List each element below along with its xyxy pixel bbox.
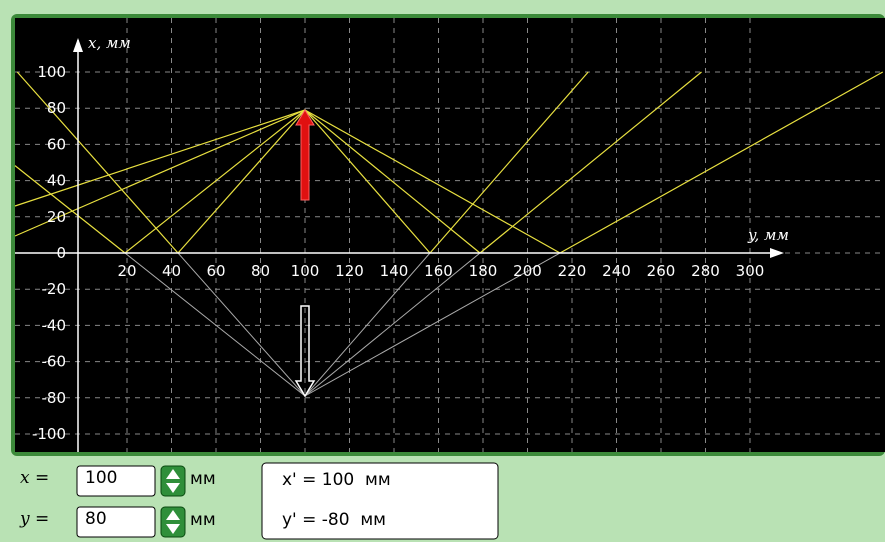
- incident-ray: [304, 109, 431, 254]
- result-y: y' = -80 мм: [282, 510, 386, 530]
- v-tick-label: -80: [42, 389, 67, 407]
- x-spinner[interactable]: [160, 465, 186, 497]
- virtual-ray: [304, 252, 561, 397]
- reflected-ray: [16, 71, 179, 254]
- virtual-ray: [124, 252, 306, 397]
- v-tick-label: -60: [42, 353, 67, 371]
- virtual-ray: [304, 252, 481, 397]
- incident-ray: [177, 109, 306, 254]
- h-tick-label: 80: [251, 262, 270, 280]
- object-arrow[interactable]: [295, 109, 315, 201]
- result-x: x' = 100 мм: [282, 470, 391, 490]
- h-tick-label: 260: [647, 262, 676, 280]
- v-tick-label: -40: [42, 316, 67, 334]
- y-unit: мм: [190, 510, 216, 530]
- virtual-ray: [177, 252, 306, 397]
- v-tick-label: 100: [37, 63, 66, 81]
- v-tick-label: 40: [47, 172, 66, 190]
- y-spinner[interactable]: [160, 506, 186, 538]
- y-label: y =: [19, 509, 49, 529]
- incident-ray: [304, 109, 561, 254]
- axis-arrow: [770, 248, 784, 258]
- h-tick-label: 60: [206, 262, 225, 280]
- y-input-value: 80: [85, 509, 107, 529]
- reflected-ray: [14, 165, 126, 254]
- spin-up: [166, 469, 180, 479]
- v-tick-label: -20: [42, 280, 67, 298]
- h-tick-label: 160: [424, 262, 453, 280]
- incident-ray: [14, 109, 306, 207]
- h-tick-label: 140: [380, 262, 409, 280]
- plot-area: [15, 18, 885, 452]
- h-tick-label: 100: [291, 262, 320, 280]
- h-tick-label: 300: [736, 262, 765, 280]
- spin-down: [166, 524, 180, 534]
- x-label: x =: [20, 468, 49, 488]
- h-tick-label: 40: [162, 262, 181, 280]
- x-input-value: 100: [85, 468, 117, 488]
- vertical-axis-label: x, мм: [88, 34, 131, 52]
- v-tick-label: 60: [47, 135, 66, 153]
- reflected-ray: [479, 71, 702, 254]
- reflected-ray: [559, 71, 884, 254]
- v-tick-label: 20: [47, 208, 66, 226]
- h-tick-label: 20: [117, 262, 136, 280]
- h-tick-label: 240: [602, 262, 631, 280]
- virtual-ray: [304, 252, 431, 397]
- x-unit: мм: [190, 469, 216, 489]
- v-tick-label: 0: [56, 244, 66, 262]
- h-tick-label: 180: [469, 262, 498, 280]
- h-tick-label: 120: [335, 262, 364, 280]
- spin-down: [166, 483, 180, 493]
- x-input[interactable]: [76, 465, 156, 497]
- spin-up: [166, 510, 180, 520]
- result-box: [261, 462, 499, 540]
- v-tick-label: -100: [32, 425, 66, 443]
- y-input[interactable]: [76, 506, 156, 538]
- reflected-ray: [429, 71, 589, 254]
- v-tick-label: 80: [47, 99, 66, 117]
- incident-ray: [124, 109, 306, 254]
- axis-arrow: [73, 38, 83, 52]
- horizontal-axis-label: y, мм: [747, 226, 789, 244]
- incident-ray: [14, 109, 306, 237]
- h-tick-label: 220: [558, 262, 587, 280]
- image-arrow: [294, 305, 316, 398]
- rays: [14, 71, 884, 397]
- h-tick-label: 280: [691, 262, 720, 280]
- incident-ray: [304, 109, 481, 254]
- h-tick-label: 200: [513, 262, 542, 280]
